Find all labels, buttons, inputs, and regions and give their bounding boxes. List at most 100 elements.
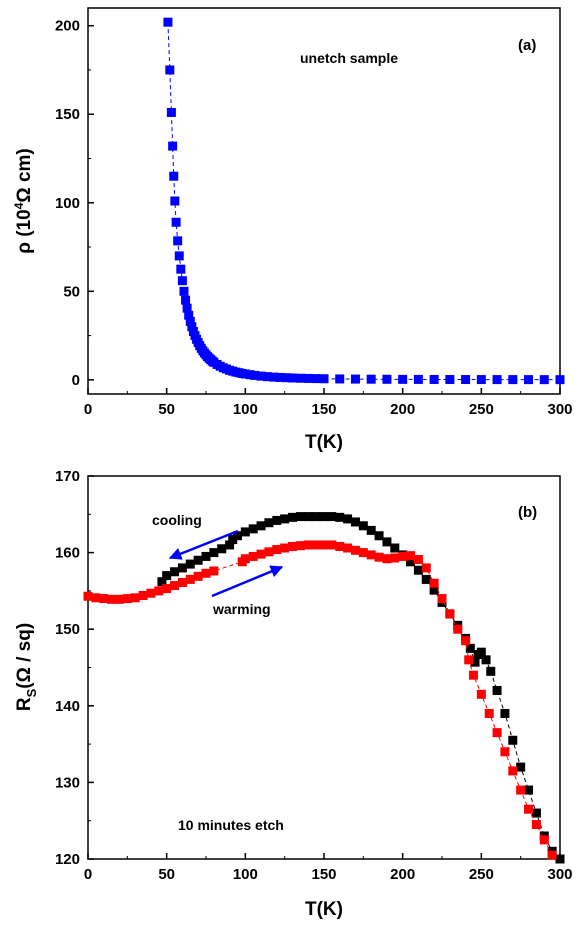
data-point <box>114 594 124 604</box>
data-point <box>166 107 176 117</box>
data-point <box>492 685 502 695</box>
data-point <box>138 590 148 600</box>
data-point <box>524 785 534 795</box>
data-point <box>295 373 305 383</box>
data-point <box>201 551 211 561</box>
data-point <box>232 531 242 541</box>
data-point <box>406 557 416 567</box>
y-tick-label: 140 <box>55 698 80 715</box>
panel-b: 0 50 100 150 200 250 300 120 130 140 150 160 170 (b… <box>14 468 573 920</box>
data-point <box>171 217 181 227</box>
data-point <box>343 514 353 524</box>
data-point <box>492 728 502 738</box>
y-tick-label: 150 <box>55 621 80 638</box>
y-tick-label: 0 <box>72 372 80 389</box>
data-point <box>170 581 180 591</box>
x-axis-ticks-a: 0 50 100 150 200 250 300 <box>84 388 573 418</box>
data-point <box>165 65 175 75</box>
x-tick-label: 200 <box>390 866 415 883</box>
data-point <box>256 549 266 559</box>
data-point <box>217 544 227 554</box>
y-tick-label: 200 <box>55 18 80 35</box>
data-point <box>311 512 321 522</box>
data-point <box>177 276 187 286</box>
data-point <box>358 521 368 531</box>
data-point <box>303 512 313 522</box>
data-point <box>209 548 219 558</box>
data-point <box>280 543 290 553</box>
y-axis-ticks-b: 120 130 140 150 160 170 <box>55 468 94 868</box>
data-point <box>303 373 313 383</box>
data-point <box>461 636 471 646</box>
data-point <box>272 545 282 555</box>
data-point <box>508 375 518 385</box>
data-point <box>429 578 439 588</box>
data-point <box>201 568 211 578</box>
data-point <box>366 525 376 535</box>
data-point <box>295 541 305 551</box>
data-point <box>398 551 408 561</box>
x-tick-label: 100 <box>233 401 258 418</box>
data-point <box>343 543 353 553</box>
y-axis-title-a: ρ (104Ω cm) <box>12 148 35 254</box>
data-point <box>173 236 183 246</box>
data-point <box>248 524 258 534</box>
data-point <box>185 559 195 569</box>
series-line <box>167 22 561 381</box>
data-point <box>146 588 156 598</box>
data-point <box>193 555 203 565</box>
data-point <box>177 563 187 573</box>
data-point <box>228 535 238 545</box>
data-point <box>524 804 534 814</box>
data-point <box>500 747 510 757</box>
data-point <box>374 531 384 541</box>
data-point <box>240 554 250 564</box>
x-tick-label: 300 <box>547 866 572 883</box>
x-tick-label: 0 <box>84 866 92 883</box>
annotation-warming: warming <box>212 601 271 617</box>
data-point <box>311 374 321 384</box>
data-point <box>176 264 186 274</box>
annotation-10-minutes-etch: 10 minutes etch <box>178 817 284 833</box>
data-point <box>476 375 486 385</box>
x-tick-label: 300 <box>547 401 572 418</box>
data-point <box>130 593 140 603</box>
data-point <box>421 574 431 584</box>
data-point <box>209 566 219 576</box>
data-point <box>366 550 376 560</box>
data-point <box>500 708 510 718</box>
data-point <box>508 735 518 745</box>
data-point <box>390 553 400 563</box>
data-point <box>122 594 132 604</box>
data-point <box>262 372 272 382</box>
data-point <box>281 373 291 383</box>
data-point <box>464 655 474 665</box>
data-point <box>99 594 109 604</box>
data-point <box>555 375 565 385</box>
data-point <box>240 527 250 537</box>
data-point <box>350 517 360 527</box>
data-point <box>516 785 526 795</box>
data-point <box>240 369 250 379</box>
data-point <box>539 375 549 385</box>
annotation-cooling: cooling <box>152 512 202 528</box>
y-tick-label: 130 <box>55 774 80 791</box>
y-tick-label: 100 <box>55 195 80 212</box>
data-point <box>157 577 167 587</box>
data-point <box>390 543 400 553</box>
x-tick-label: 150 <box>311 401 336 418</box>
data-point <box>154 586 164 596</box>
y-tick-label: 170 <box>55 468 80 485</box>
data-point <box>461 375 471 385</box>
data-point <box>107 594 117 604</box>
data-point <box>170 567 180 577</box>
data-point <box>275 372 285 382</box>
panel-a: 0 50 100 150 200 250 300 0 50 100 150 200 (a) unet… <box>12 7 573 453</box>
data-point <box>445 609 455 619</box>
series-points-b <box>83 512 565 864</box>
data-point <box>193 571 203 581</box>
data-point <box>327 512 337 522</box>
data-point <box>453 624 463 634</box>
data-point <box>429 374 439 384</box>
data-point <box>374 552 384 562</box>
